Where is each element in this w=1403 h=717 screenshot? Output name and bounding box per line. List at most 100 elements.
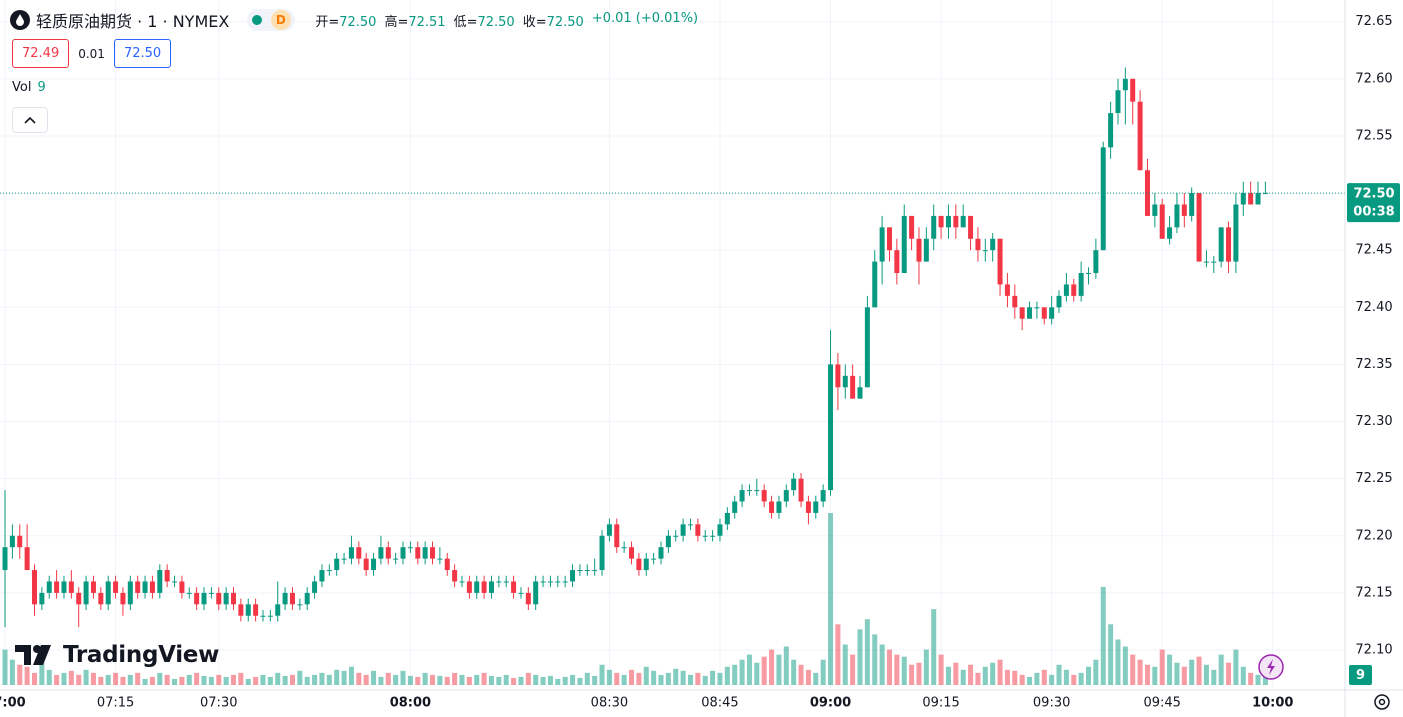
candle-body: [172, 581, 178, 583]
candle-body: [1063, 284, 1069, 296]
volume-bar: [702, 675, 708, 685]
volume-bar: [592, 675, 598, 685]
status-badge[interactable]: D: [247, 9, 296, 31]
candle-body: [201, 592, 207, 605]
logo[interactable]: TradingView: [15, 642, 219, 668]
volume-bar: [481, 672, 487, 685]
ohlc-item: 高=72.51: [384, 11, 445, 30]
candle-body: [1218, 227, 1224, 262]
volume-bar: [90, 672, 96, 685]
volume-bar: [238, 672, 244, 685]
buy-button[interactable]: 72.50: [113, 39, 172, 68]
candle-body: [127, 581, 133, 605]
y-tick-label: 72.20: [1355, 528, 1392, 543]
candle-body: [687, 524, 693, 526]
candle-body: [223, 592, 229, 605]
collapse-button[interactable]: [12, 107, 48, 133]
candle-body: [739, 490, 745, 502]
volume-bar: [1137, 659, 1143, 685]
candle-body: [1159, 204, 1165, 239]
candle-body: [319, 570, 325, 582]
chevron: [24, 116, 36, 124]
candle-body: [267, 615, 273, 617]
volume-bar: [621, 674, 627, 685]
candle-body: [680, 524, 686, 536]
candle-body: [407, 547, 413, 549]
volume-bar: [1211, 669, 1217, 685]
alert-bolt: [1267, 659, 1275, 675]
candle-body: [39, 592, 45, 605]
candle-body: [1049, 307, 1055, 319]
volume-bar: [555, 678, 561, 685]
volume-bar: [1086, 666, 1092, 685]
volume-bar: [113, 672, 119, 685]
volume-bar: [850, 654, 856, 685]
candle-body: [1167, 227, 1173, 239]
candle-body: [363, 558, 369, 571]
volume-bar: [1027, 676, 1033, 685]
volume-bar: [1255, 674, 1261, 685]
settings-ring: [1374, 694, 1390, 710]
volume-bar: [1130, 654, 1136, 685]
candle-body: [466, 581, 472, 593]
volume-bar: [1181, 666, 1187, 685]
volume-legend: Vol 9: [12, 80, 46, 95]
volume-bar: [186, 674, 192, 685]
candle-body: [835, 364, 841, 388]
candle-body: [334, 558, 340, 571]
volume-bar: [1100, 586, 1106, 685]
candle-body: [710, 535, 716, 537]
trade-row: 72.49 0.01 72.50: [12, 39, 172, 68]
symbol-title[interactable]: 轻质原油期货 · 1 · NYMEX: [36, 12, 230, 31]
candle-body: [430, 547, 436, 559]
candle-body: [422, 547, 428, 559]
volume-bar: [1196, 656, 1202, 685]
volume-pane: [2, 513, 1268, 685]
ohlc-legend: 开=72.50 高=72.51 低=72.50 收=72.50 +0.01 (+0.01…: [315, 11, 698, 30]
candle-body: [1019, 307, 1025, 319]
candle-body: [1078, 273, 1084, 296]
settings-icon[interactable]: [1374, 694, 1390, 710]
candle-body: [761, 490, 767, 502]
volume-bar: [894, 654, 900, 685]
candle-body: [83, 581, 89, 605]
candle-body: [186, 592, 192, 594]
volume-bar: [562, 676, 568, 685]
volume-bar: [76, 674, 82, 685]
candle-body: [960, 215, 966, 228]
volume-bar: [385, 672, 391, 685]
volume-bar: [953, 662, 959, 685]
candle-body: [923, 238, 929, 262]
candle-body: [606, 524, 612, 536]
volume-bar: [1063, 669, 1069, 685]
x-tick-label: 09:45: [1143, 696, 1180, 711]
logo-slash: [33, 645, 51, 665]
volume-bar: [503, 674, 509, 685]
x-tick-label: 09:30: [1033, 696, 1070, 711]
volume-bar: [319, 672, 325, 685]
volume-bar: [746, 654, 752, 685]
ohlc-value: 72.51: [408, 14, 446, 30]
volume-bar: [813, 672, 819, 685]
ohlc-label: 高=: [384, 14, 409, 30]
candle-body: [577, 570, 583, 572]
candle-body: [452, 570, 458, 582]
overlays: [1258, 654, 1390, 710]
volume-bar: [348, 666, 354, 685]
volume-bar: [511, 677, 517, 685]
candle-body: [599, 535, 605, 571]
candle-body: [1211, 261, 1217, 263]
candle-body: [975, 238, 981, 251]
candle-body: [1196, 193, 1202, 262]
candle-body: [614, 524, 620, 548]
volume-bar: [805, 669, 811, 685]
volume-bar: [282, 675, 288, 685]
candle-body: [297, 604, 303, 606]
volume-bar: [525, 672, 531, 685]
sell-button[interactable]: 72.49: [12, 39, 70, 68]
volume-bar: [496, 676, 502, 685]
ohlc-value: 72.50: [546, 14, 584, 30]
candle-body: [1240, 193, 1246, 205]
spread: 0.01: [78, 46, 105, 61]
